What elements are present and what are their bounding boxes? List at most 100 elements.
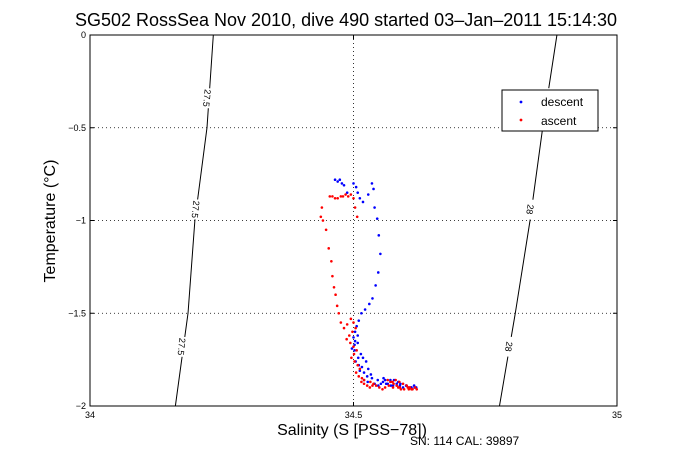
point-descent (365, 375, 369, 378)
point-descent (356, 334, 360, 337)
point-descent (376, 378, 380, 382)
point-descent (360, 365, 364, 369)
point-descent (366, 380, 370, 384)
point-descent (395, 382, 399, 386)
point-ascent (407, 388, 411, 391)
point-ascent (319, 215, 323, 219)
point-descent (377, 234, 381, 237)
point-ascent (353, 206, 357, 209)
data-points (319, 178, 419, 391)
point-descent (370, 182, 374, 185)
legend: descent ascent (501, 89, 599, 132)
point-ascent (387, 384, 391, 387)
serial-calibration-note: SN: 114 CAL: 39897 (410, 434, 520, 448)
point-descent (366, 367, 370, 371)
point-ascent (353, 360, 356, 363)
point-descent (383, 378, 387, 382)
point-ascent (337, 311, 341, 315)
point-descent (358, 196, 362, 200)
legend-label-ascent: ascent (541, 114, 577, 128)
point-ascent (320, 206, 324, 209)
point-ascent (352, 196, 355, 200)
point-descent (340, 182, 344, 185)
legend-marker-descent (519, 100, 523, 104)
point-descent (364, 360, 368, 363)
point-descent (353, 349, 356, 352)
point-ascent (331, 274, 334, 278)
point-descent (359, 352, 363, 356)
point-ascent (365, 384, 369, 387)
point-ascent (354, 371, 358, 374)
point-ascent (328, 195, 332, 198)
contour-label-backdrop (200, 87, 213, 109)
point-ascent (334, 293, 337, 297)
point-ascent (342, 326, 346, 330)
x-tick-label: 34.5 (345, 410, 363, 420)
contour-label-backdrop (189, 198, 202, 220)
point-ascent (352, 345, 355, 348)
point-ascent (399, 388, 403, 391)
point-descent (356, 341, 360, 345)
contour-label: 27.5 (176, 337, 188, 355)
point-ascent (356, 363, 360, 367)
x-tick-label: 34 (85, 410, 95, 420)
contour-label: 28 (503, 341, 514, 352)
point-ascent (349, 193, 353, 196)
point-ascent (345, 323, 349, 326)
point-descent (369, 373, 373, 376)
point-ascent (398, 380, 401, 384)
point-descent (333, 178, 337, 181)
x-tick-label: 35 (612, 410, 622, 420)
legend-marker-ascent (519, 118, 523, 122)
point-ascent (381, 388, 384, 391)
point-ascent (402, 388, 406, 391)
point-descent (356, 356, 360, 360)
legend-box (501, 89, 599, 132)
point-descent (357, 319, 361, 322)
point-ascent (336, 196, 339, 200)
contour-label-backdrop (523, 198, 537, 221)
point-ascent (386, 378, 390, 382)
point-ascent (396, 386, 400, 389)
point-descent (352, 336, 355, 339)
point-ascent (346, 195, 350, 198)
y-tick-label: −0.5 (68, 123, 86, 133)
point-ascent (345, 337, 348, 341)
point-descent (353, 339, 357, 343)
point-descent (375, 217, 379, 220)
point-ascent (395, 384, 399, 387)
point-ascent (394, 378, 397, 382)
point-descent (356, 191, 360, 194)
point-ascent (347, 334, 351, 337)
point-ascent (324, 228, 328, 232)
point-ascent (368, 386, 372, 389)
point-ascent (351, 330, 354, 334)
contour-label: 28 (524, 204, 535, 215)
point-descent (352, 182, 355, 185)
point-ascent (410, 388, 413, 391)
point-descent (376, 271, 380, 274)
point-descent (353, 330, 357, 334)
point-descent (358, 369, 362, 373)
point-descent (368, 302, 371, 306)
point-ascent (350, 356, 353, 360)
point-descent (362, 371, 366, 374)
chart-title: SG502 RossSea Nov 2010, dive 490 started… (75, 10, 617, 30)
point-descent (361, 356, 365, 360)
point-descent (345, 191, 349, 194)
point-ascent (413, 386, 417, 389)
point-descent (381, 380, 385, 384)
point-ascent (339, 321, 343, 324)
y-axis-label: Temperature (°C) (42, 160, 59, 283)
point-descent (366, 193, 370, 196)
point-ascent (369, 380, 372, 384)
point-ascent (391, 386, 395, 389)
point-ascent (349, 317, 353, 321)
point-ascent (360, 376, 364, 380)
point-ascent (374, 384, 378, 387)
point-ascent (378, 386, 381, 389)
point-descent (389, 384, 393, 387)
y-tick-label: −1 (76, 216, 86, 226)
point-ascent (355, 349, 358, 352)
